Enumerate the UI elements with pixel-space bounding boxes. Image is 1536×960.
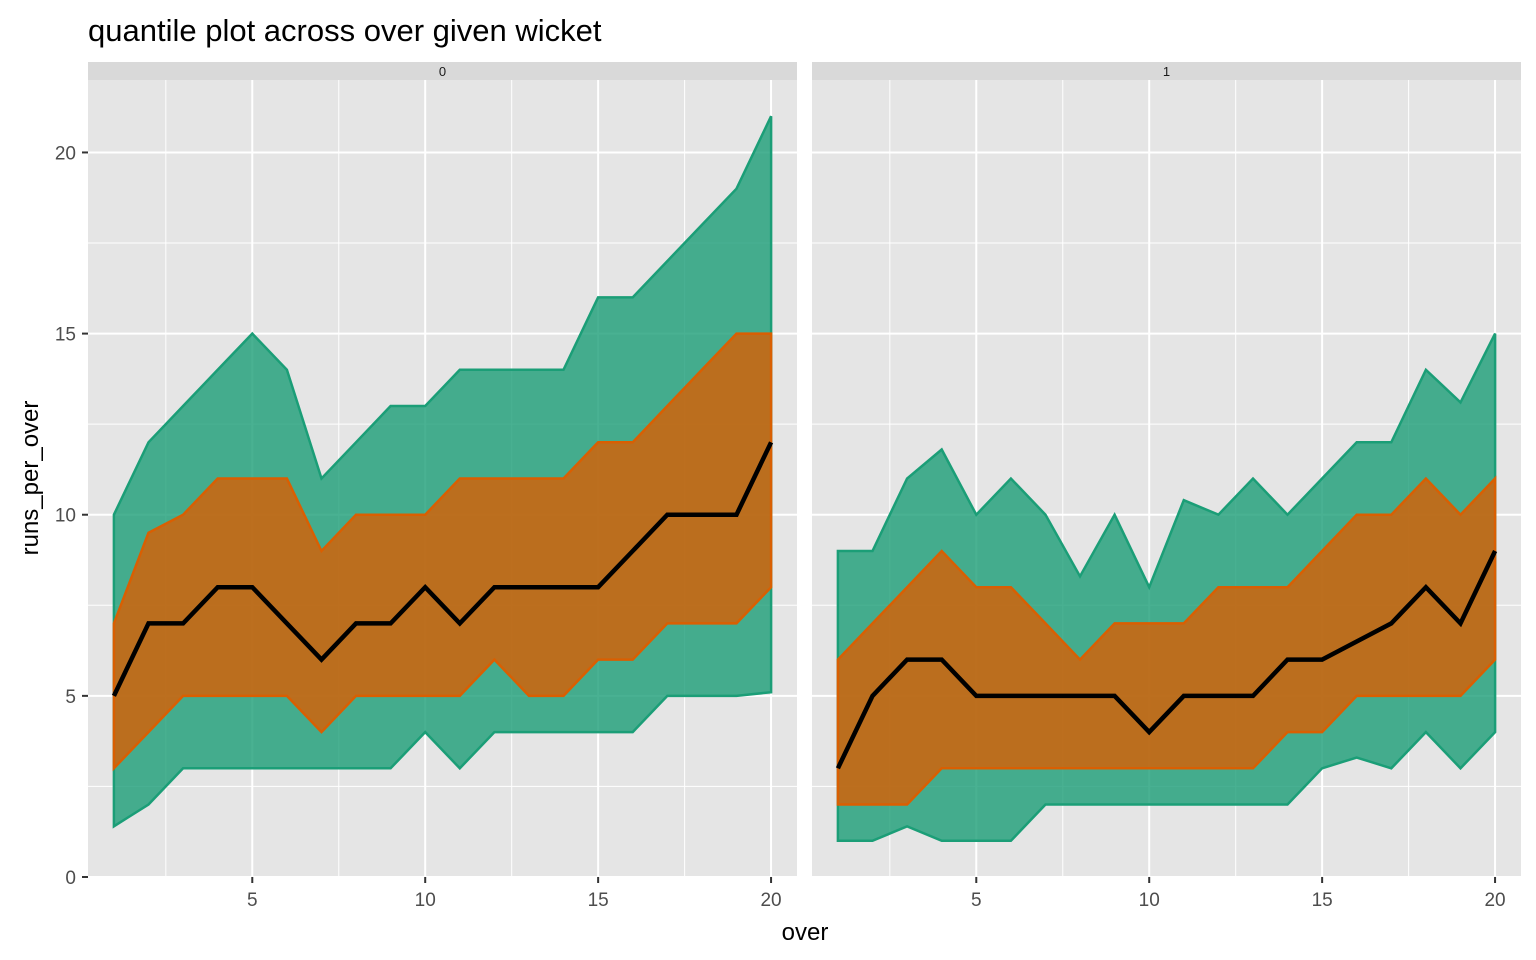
x-tick-label: 5 (247, 890, 258, 911)
x-tick-label: 20 (760, 890, 781, 911)
median-line (835, 550, 1498, 770)
y-tick-label: 10 (55, 506, 76, 527)
facet-panel-0: 0 5 10 15 20 0 5 10 15 20 (55, 62, 797, 911)
facet-strip (812, 62, 1521, 80)
facet-strip-label: 0 (439, 64, 446, 79)
y-tick-label: 20 (55, 143, 76, 164)
chart-title: quantile plot across over given wicket (88, 13, 602, 48)
facet-strip (88, 62, 797, 80)
x-tick-label: 15 (1312, 890, 1333, 911)
facet-strip-label: 1 (1163, 64, 1170, 79)
y-axis-title: runs_per_over (17, 401, 44, 556)
inner-quantile-band (836, 475, 1497, 806)
y-tick-label: 15 (55, 325, 76, 346)
x-tick-label: 10 (1139, 890, 1160, 911)
x-tick-label: 10 (415, 890, 436, 911)
x-tick-label: 15 (588, 890, 609, 911)
x-tick-label: 20 (1484, 890, 1505, 911)
x-tick-label: 5 (971, 890, 982, 911)
y-tick-label: 5 (65, 687, 76, 708)
facet-panel-1: 15 10 15 20 (812, 62, 1521, 911)
x-axis-title: over (782, 919, 829, 946)
inner-quantile-band (112, 332, 773, 772)
median-line (111, 441, 774, 697)
y-tick-label: 0 (65, 868, 76, 889)
